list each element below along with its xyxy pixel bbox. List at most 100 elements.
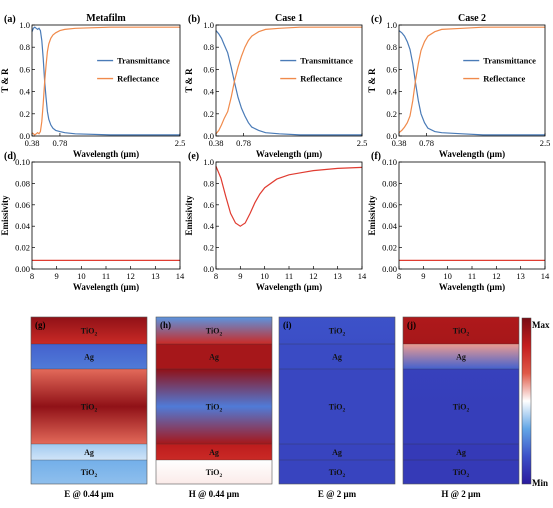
layer-label-ag: Ag — [84, 353, 94, 362]
y-tick-label: 0.6 — [19, 64, 30, 74]
x-tick-label: 0.38 — [392, 138, 407, 148]
layer-label-tio2: TiO2 — [81, 468, 98, 479]
layer-field — [156, 317, 272, 344]
chart-title: Metafilm — [86, 13, 126, 24]
layer-field — [403, 344, 519, 369]
layer-field — [403, 444, 519, 460]
y-tick-label: 0.0 — [203, 264, 214, 274]
layer-label-tio2: TiO2 — [329, 403, 346, 414]
layer-label-tio2: TiO2 — [329, 468, 346, 479]
heatmap-frame — [278, 316, 396, 485]
x-tick-label: 14 — [176, 271, 185, 281]
x-tick-label: 2.5 — [175, 138, 186, 148]
chart-title: Case 2 — [458, 13, 486, 24]
x-tick-label: 11 — [285, 271, 293, 281]
x-tick-label: 13 — [333, 271, 342, 281]
x-tick-label: 13 — [151, 271, 160, 281]
y-tick-label: 0.2 — [19, 109, 30, 119]
layer-label-ag: Ag — [332, 448, 342, 457]
y-axis-label: Emissivity — [0, 195, 10, 236]
y-tick-label: 0.04 — [15, 221, 31, 231]
x-tick-label: 9 — [238, 271, 242, 281]
layer-label-ag: Ag — [209, 448, 219, 457]
panel-label: (i) — [283, 320, 292, 330]
layer-field — [156, 344, 272, 369]
y-tick-label: 0.8 — [203, 178, 214, 188]
layer-label-tio2: TiO2 — [453, 468, 470, 479]
plot-frame — [31, 161, 181, 270]
layer-field — [31, 317, 147, 344]
colorbar-min-label: Min — [532, 478, 548, 488]
layer-label-tio2: TiO2 — [81, 403, 98, 414]
x-tick-label: 8 — [397, 271, 401, 281]
panel-label: (e) — [188, 151, 199, 162]
layer-field — [403, 460, 519, 484]
y-axis-label: T & R — [0, 68, 10, 93]
panel-f: 0.00 0.02 0.04 0.06 0.08 0.10 8 9 10 11 12 13 14 Wave… — [367, 151, 550, 292]
layer-field — [403, 317, 519, 344]
layer-field — [31, 460, 147, 484]
x-tick-label: 0.78 — [52, 138, 67, 148]
x-tick-label: 9 — [55, 271, 59, 281]
x-axis-label: Wavelength (μm) — [256, 282, 322, 292]
panel-c: 0.0 0.2 0.4 0.6 0.8 1.0 0.38 0.78 2.5 Wavelength … — [367, 13, 550, 159]
y-tick-label: 0.4 — [203, 87, 214, 97]
layer-field — [279, 369, 395, 444]
y-tick-label: 0.0 — [203, 131, 214, 141]
y-tick-label: 0.2 — [386, 109, 397, 119]
y-tick-label: 0.10 — [15, 157, 30, 167]
layer-field — [156, 369, 272, 444]
panel-label: (j) — [407, 320, 416, 330]
layer-field — [279, 317, 395, 344]
y-tick-label: 0.4 — [19, 87, 30, 97]
layer-label-ag: Ag — [456, 353, 466, 362]
x-tick-label: 12 — [309, 271, 318, 281]
y-axis-label: Emissivity — [367, 195, 377, 236]
y-tick-label: 0.6 — [203, 64, 214, 74]
y-tick-label: 0.02 — [382, 243, 397, 253]
y-tick-label: 0.00 — [15, 264, 30, 274]
y-tick-label: 0.00 — [382, 264, 397, 274]
x-axis-label: Wavelength (μm) — [256, 149, 322, 159]
heatmap-caption: H @ 2 μm — [441, 489, 481, 499]
x-tick-label: 8 — [30, 271, 34, 281]
y-tick-label: 0.0 — [19, 131, 30, 141]
x-tick-label: 8 — [214, 271, 218, 281]
y-axis-label: T & R — [184, 68, 194, 93]
x-tick-label: 11 — [468, 271, 476, 281]
layer-label-ag: Ag — [456, 448, 466, 457]
colorbar: Max Min — [521, 317, 550, 488]
layer-label-tio2: TiO2 — [206, 327, 223, 338]
x-tick-label: 11 — [102, 271, 110, 281]
panel-label: (c) — [371, 14, 382, 25]
heatmap-caption: H @ 0.44 μm — [189, 489, 240, 499]
y-tick-label: 1.0 — [203, 20, 214, 30]
layer-field — [31, 369, 147, 444]
y-tick-label: 0.2 — [203, 109, 214, 119]
y-tick-label: 0.08 — [15, 178, 30, 188]
y-tick-label: 0.02 — [15, 243, 30, 253]
panel-d: 0.00 0.02 0.04 0.06 0.08 0.10 8 9 10 11 12 13 14 Wave… — [0, 151, 185, 292]
heatmap-panel-i: TiO2 Ag TiO2 Ag TiO2 (i) E @ 2 μm — [278, 316, 396, 499]
series-transmittance-line — [398, 30, 545, 136]
heatmap-panel-g: TiO2 Ag TiO2 Ag TiO2 (g) E @ 0.44 μm — [30, 316, 148, 499]
x-tick-label: 9 — [421, 271, 425, 281]
layer-label-tio2: TiO2 — [206, 403, 223, 414]
legend-entry: Reflectance — [117, 74, 159, 84]
y-tick-label: 0.0 — [386, 131, 397, 141]
layer-label-ag: Ag — [84, 448, 94, 457]
y-tick-label: 0.08 — [382, 178, 397, 188]
x-tick-label: 2.5 — [540, 138, 551, 148]
y-tick-label: 0.2 — [203, 243, 214, 253]
heatmap-caption: E @ 2 μm — [318, 489, 357, 499]
plot-frame — [398, 24, 546, 137]
y-tick-label: 0.8 — [19, 42, 30, 52]
y-tick-label: 0.6 — [386, 64, 397, 74]
x-tick-label: 2.5 — [357, 138, 368, 148]
layer-label-ag: Ag — [209, 353, 219, 362]
legend-entry: Transmittance — [300, 56, 353, 66]
x-tick-label: 14 — [358, 271, 367, 281]
panel-label: (b) — [188, 14, 200, 25]
layer-label-tio2: TiO2 — [329, 327, 346, 338]
layer-field — [156, 460, 272, 484]
